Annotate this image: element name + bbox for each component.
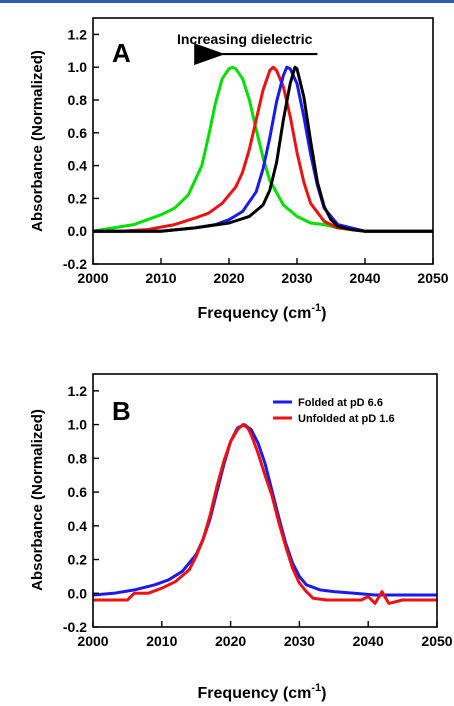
panel-b-x-tick-label: 2040 bbox=[353, 633, 384, 649]
panel-b-series-layer bbox=[93, 423, 437, 605]
legend-label-folded: Folded at pD 6.6 bbox=[298, 397, 383, 409]
panel-b-y-tick-label: 1.2 bbox=[68, 383, 88, 399]
panel-a-plot-frame bbox=[92, 17, 434, 265]
panel-a-x-tick-label: 2030 bbox=[281, 270, 312, 286]
panel-b-y-tick-label: 0.4 bbox=[68, 518, 88, 534]
panel-a-x-label-close: ) bbox=[321, 305, 326, 322]
panel-b-y-tick-label: 0.6 bbox=[68, 484, 88, 500]
panel-a-series-layer bbox=[93, 65, 433, 233]
panel-a-annotation: Increasing dielectric bbox=[177, 31, 313, 47]
panel-a-y-tick-label: 0.4 bbox=[68, 158, 88, 174]
panel-a-x-axis-label: Frequency (cm-1) bbox=[198, 302, 327, 322]
panel-a-x-tick-label: 2000 bbox=[77, 270, 108, 286]
panel-a-x-label-sup: -1 bbox=[311, 302, 321, 314]
panel-a-series-1-line bbox=[93, 65, 433, 233]
panel-b-y-tick-label: -0.2 bbox=[63, 619, 87, 635]
panel-a-y-axis-label: Absorbance (Normalized) bbox=[29, 50, 46, 232]
panel-a-x-tick-label: 2050 bbox=[417, 270, 448, 286]
panel-b-x-tick-label: 2030 bbox=[284, 633, 315, 649]
panel-b-x-label-sup: -1 bbox=[311, 682, 321, 694]
panel-b-y-tick-label: 1.0 bbox=[68, 417, 88, 433]
panel-a-x-tick-label: 2040 bbox=[349, 270, 380, 286]
panel-a-x-label-text: Frequency (cm bbox=[198, 305, 312, 322]
panel-a-y-tick-label: 0.0 bbox=[68, 223, 88, 239]
panel-b-x-tick-label: 2000 bbox=[77, 633, 108, 649]
panel-b-x-tick-label: 2020 bbox=[215, 633, 246, 649]
panel-a-y-tick-label: -0.2 bbox=[63, 256, 87, 272]
panel-b-series-1-line bbox=[93, 423, 437, 605]
panel-b-x-label-text: Frequency (cm bbox=[198, 685, 312, 702]
panel-a-series-3-line bbox=[93, 65, 433, 233]
panel-a-y-tick-label: 0.6 bbox=[68, 125, 88, 141]
page-top-rule bbox=[0, 0, 454, 3]
panel-b-y-tick-label: 0.8 bbox=[68, 450, 88, 466]
panel-a-x-tick-label: 2020 bbox=[213, 270, 244, 286]
panel-a-y-tick-label: 1.2 bbox=[68, 26, 88, 42]
panel-b-ticks: 2000 2010 2020 2030 2040 2050 -0.2 0.0 0.2 0.4 0.6… bbox=[63, 383, 453, 649]
panel-b: 2000 2010 2020 2030 2040 2050 -0.2 0.0 0.2 0.4 0.6… bbox=[29, 373, 453, 702]
panel-a-y-tick-label: 0.2 bbox=[68, 190, 88, 206]
panel-b-plot-frame bbox=[92, 373, 438, 628]
panel-b-legend: Folded at pD 6.6 Unfolded at pD 1.6 bbox=[273, 397, 395, 425]
legend-label-unfolded: Unfolded at pD 1.6 bbox=[298, 413, 395, 425]
panel-b-y-tick-label: 0.0 bbox=[68, 585, 88, 601]
panel-a-y-tick-label: 0.8 bbox=[68, 92, 88, 108]
panel-b-x-tick-label: 2050 bbox=[421, 633, 452, 649]
panel-b-y-axis-label: Absorbance (Normalized) bbox=[29, 409, 46, 591]
panel-a-ticks: 2000 2010 2020 2030 2040 2050 -0.2 0.0 0.2 0.4 0.6… bbox=[63, 26, 449, 286]
panel-b-x-axis-label: Frequency (cm-1) bbox=[198, 682, 327, 702]
panel-a: 2000 2010 2020 2030 2040 2050 -0.2 0.0 0.2 0.4 0.6… bbox=[29, 17, 449, 322]
panel-b-x-label-close: ) bbox=[321, 685, 326, 702]
panel-a-x-tick-label: 2010 bbox=[145, 270, 176, 286]
panel-b-y-tick-label: 0.2 bbox=[68, 552, 88, 568]
panel-b-x-tick-label: 2010 bbox=[146, 633, 177, 649]
panel-a-y-tick-label: 1.0 bbox=[68, 59, 88, 75]
panel-a-letter: A bbox=[112, 38, 131, 68]
panel-b-letter: B bbox=[112, 396, 131, 426]
panel-b-series-0-line bbox=[93, 423, 437, 597]
